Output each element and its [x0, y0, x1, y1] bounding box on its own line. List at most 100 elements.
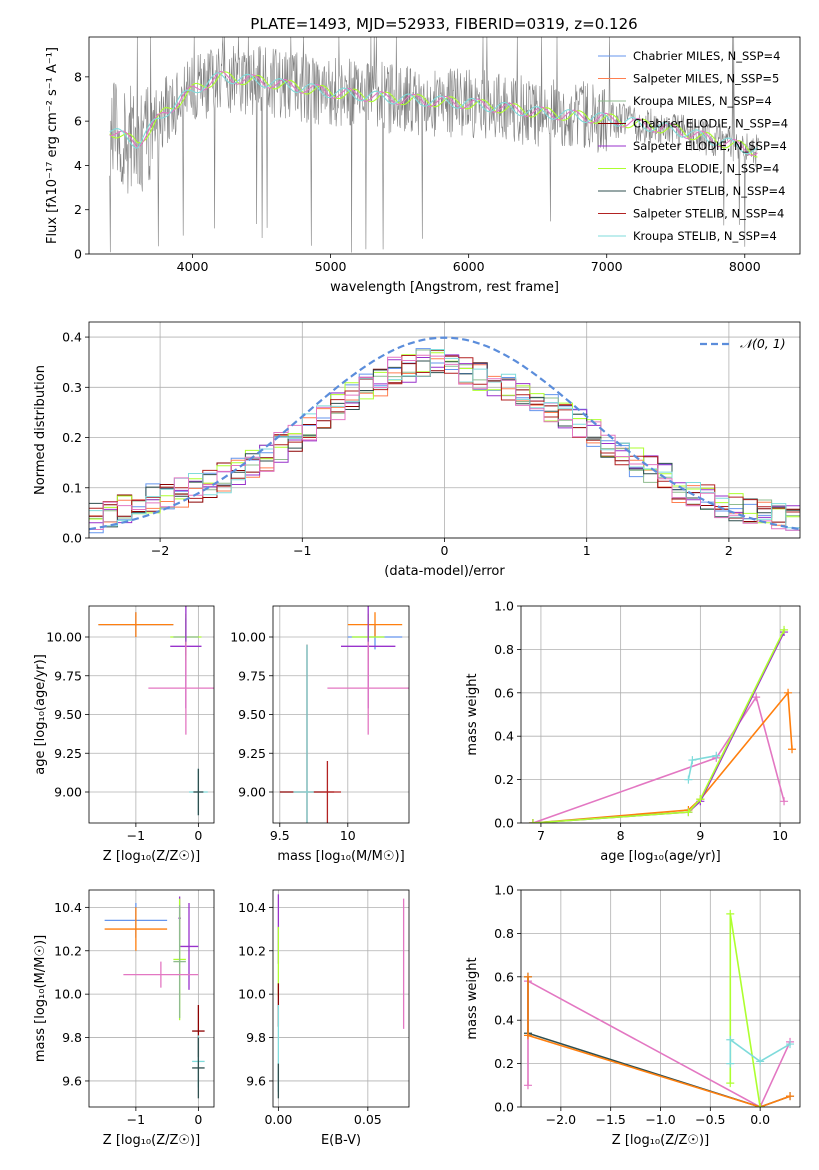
- y-tick-label: 0.0: [494, 1100, 514, 1115]
- y-tick-label: 0.4: [494, 729, 514, 744]
- mass-weight-line: [729, 1038, 791, 1064]
- mass-weight-marker: [752, 693, 761, 702]
- x-tick-label: 4000: [177, 259, 209, 274]
- legend-label: Chabrier STELIB, N_SSP=4: [633, 184, 785, 198]
- y-tick-label: 9.25: [238, 746, 266, 761]
- y-axis-label: mass weight: [465, 673, 480, 755]
- y-tick-label: 9.50: [54, 707, 82, 722]
- y-tick-label: 9.75: [238, 668, 266, 683]
- x-axis-label: (data-model)/error: [384, 564, 505, 579]
- panel-age_vs_Z: −1 0 9.00 9.25 9.50 9.75 10.00 Z [log₁₀(Z/Z☉)] a…: [33, 605, 215, 864]
- x-tick-label: 9.5: [270, 828, 290, 843]
- panel-massweight_vs_age: 7 8 9 10 0.0 0.2 0.4 0.6 0.8 1.0 age [log₁₀(age/yr…: [465, 599, 801, 864]
- legend: Chabrier MILES, N_SSP=4 Salpeter MILES, N…: [598, 49, 788, 243]
- y-tick-label: 0.8: [494, 642, 514, 657]
- mass-weight-marker: [786, 1040, 795, 1049]
- y-axis-label: mass weight: [465, 957, 480, 1039]
- panel-residuals: −2 −1 0 1 2 0.0 0.1 0.2 0.3 0.4 (data-model)/error…: [33, 321, 801, 579]
- x-axis-label: age [log₁₀(age/yr)]: [600, 849, 721, 864]
- y-axis-label: mass [log₁₀(M/M☉)]: [33, 935, 48, 1062]
- axes-mass_vs_Z: −1 0 9.6 9.8 10.0 10.2 10.4 Z [log₁₀(Z/Z☉)] mass…: [33, 889, 215, 1148]
- x-tick-label: 8: [617, 828, 625, 843]
- figure-title: PLATE=1493, MJD=52933, FIBERID=0319, z=0…: [250, 15, 637, 33]
- y-axis-label: Normed distribution: [33, 365, 48, 495]
- y-tick-label: 0.4: [494, 1013, 514, 1028]
- mass-weight-marker: [528, 819, 537, 823]
- y-tick-label: 10.0: [54, 987, 82, 1002]
- y-axis-label: age [log₁₀(age/yr)]: [33, 654, 48, 775]
- y-tick-label: 9.00: [54, 785, 82, 800]
- legend: 𝒩(0, 1): [700, 336, 786, 351]
- y-tick-label: 10.4: [54, 900, 82, 915]
- y-tick-label: 1.0: [494, 883, 514, 898]
- plot-area-residuals: [89, 336, 800, 534]
- mass-weight-marker: [780, 797, 789, 806]
- plot-area-massweight_vs_Z: [523, 909, 795, 1107]
- legend-label: Kroupa MILES, N_SSP=4: [633, 94, 772, 108]
- x-tick-label: 10: [340, 828, 356, 843]
- y-tick-label: 9.25: [54, 746, 82, 761]
- mass-weight-marker: [784, 688, 793, 697]
- x-tick-label: 8000: [729, 259, 761, 274]
- y-tick-label: 9.50: [238, 707, 266, 722]
- errorbar-point: [192, 1037, 205, 1099]
- x-tick-label: −1: [127, 1112, 145, 1127]
- x-tick-label: 10: [772, 828, 788, 843]
- panel-mass_vs_Z: −1 0 9.6 9.8 10.0 10.2 10.4 Z [log₁₀(Z/Z☉)] mass…: [33, 889, 215, 1148]
- mass-weight-marker: [756, 1103, 765, 1107]
- y-tick-label: 0.1: [62, 480, 82, 495]
- mass-weight-marker: [726, 909, 735, 918]
- y-tick-label: 9.8: [246, 1030, 266, 1045]
- y-tick-label: 9.75: [54, 668, 82, 683]
- axes-mass_vs_ebv: 0.00 0.05 9.6 9.8 10.0 10.2 10.4 E(B-V): [238, 889, 410, 1148]
- mass-weight-marker: [756, 1057, 765, 1066]
- y-tick-label: 1.0: [494, 599, 514, 614]
- panel-mass_vs_ebv: 0.00 0.05 9.6 9.8 10.0 10.2 10.4 E(B-V): [238, 889, 410, 1148]
- model-spectrum: [109, 72, 758, 155]
- y-tick-label: 9.6: [246, 1073, 266, 1088]
- y-tick-label: 10.2: [54, 943, 82, 958]
- plot-area-massweight_vs_age: [528, 625, 797, 823]
- panel-age_vs_mass: 9.5 10 9.00 9.25 9.50 9.75 10.00 mass [log₁₀(M/…: [230, 605, 410, 864]
- normal-curve: [89, 336, 800, 531]
- errorbar-point: [327, 641, 409, 735]
- errorbar-point: [148, 641, 214, 735]
- model-spectrum: [109, 71, 758, 158]
- legend-label: Salpeter STELIB, N_SSP=4: [633, 207, 784, 221]
- y-tick-label: 10.00: [46, 630, 82, 645]
- x-tick-label: −1: [127, 828, 145, 843]
- axes-frame: [520, 605, 801, 824]
- mass-weight-marker: [523, 972, 532, 981]
- y-tick-label: 9.6: [62, 1073, 82, 1088]
- y-tick-label: 8: [74, 69, 82, 84]
- y-tick-label: 6: [74, 114, 82, 129]
- x-tick-label: 0.00: [264, 1112, 292, 1127]
- errorbar-point: [98, 612, 174, 637]
- axes-massweight_vs_Z: −2.0 −1.5 −1.0 −0.5 0.0 0.0 0.2 0.4 0.6 0.8 1.0 Z […: [465, 883, 801, 1148]
- residual-histogram: [89, 354, 800, 531]
- x-axis-label: wavelength [Angstrom, rest frame]: [330, 280, 559, 295]
- y-tick-label: 0.4: [62, 330, 82, 345]
- x-tick-label: 6000: [453, 259, 485, 274]
- x-tick-label: 9: [696, 828, 704, 843]
- y-tick-label: 0.6: [494, 969, 514, 984]
- axes-frame: [272, 889, 410, 1108]
- legend-label: Kroupa STELIB, N_SSP=4: [633, 229, 777, 243]
- model-spectrum: [109, 70, 758, 156]
- x-tick-label: 0.0: [750, 1112, 770, 1127]
- errorbar-point: [193, 768, 204, 816]
- x-axis-label: E(B-V): [321, 1133, 361, 1148]
- x-axis-label: Z [log₁₀(Z/Z☉)]: [103, 849, 200, 864]
- axes-age_vs_mass: 9.5 10 9.00 9.25 9.50 9.75 10.00 mass [log₁₀(M/…: [230, 605, 410, 864]
- x-tick-label: −1.0: [645, 1112, 675, 1127]
- mass-weight-marker: [712, 751, 721, 760]
- y-tick-label: 0.0: [494, 816, 514, 831]
- y-tick-label: 0.6: [494, 685, 514, 700]
- x-tick-label: 0: [194, 828, 202, 843]
- mass-weight-marker: [688, 756, 697, 765]
- y-tick-label: 9.00: [238, 785, 266, 800]
- mass-weight-marker: [726, 1079, 735, 1088]
- errorbar-point: [123, 961, 199, 988]
- plot-area-age_vs_Z: [98, 606, 214, 816]
- legend-label: Chabrier ELODIE, N_SSP=4: [633, 117, 788, 131]
